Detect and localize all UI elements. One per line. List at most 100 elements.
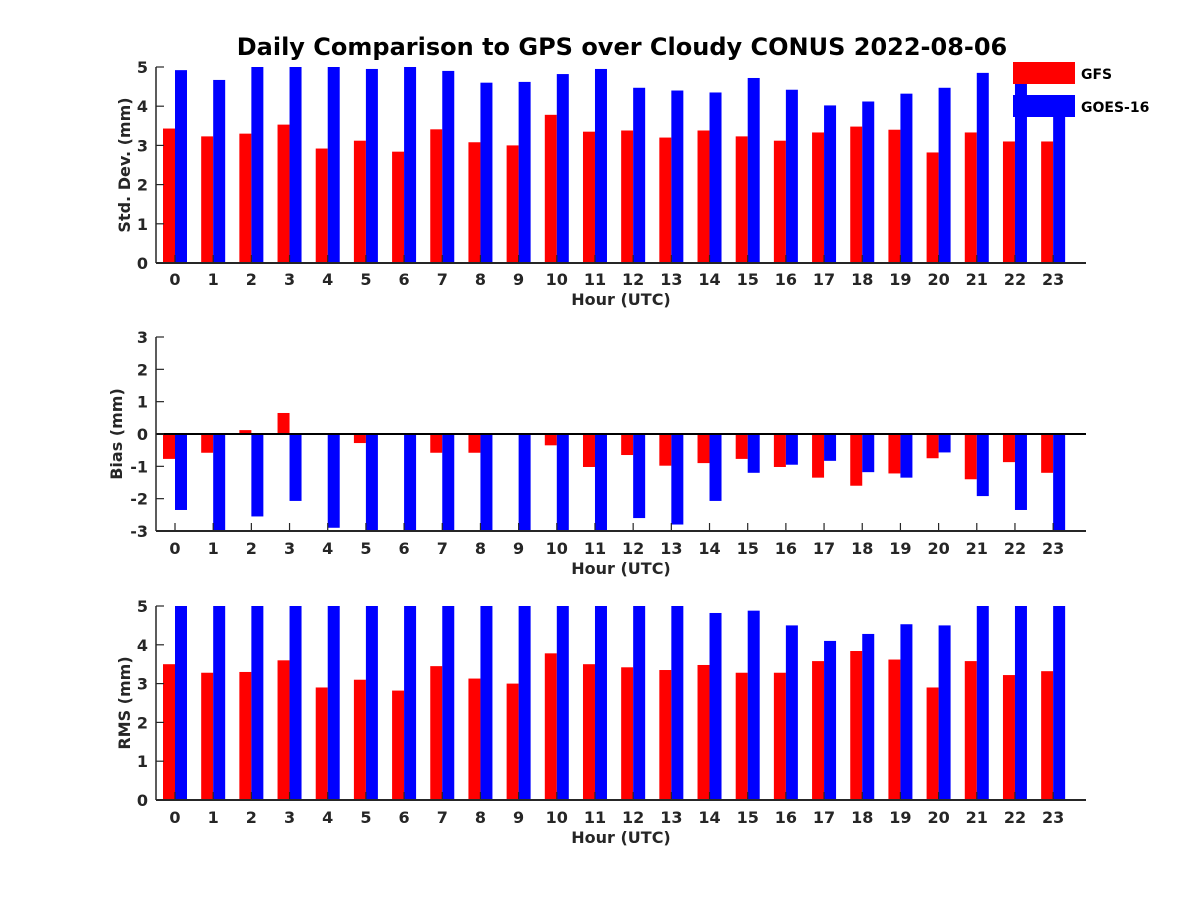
legend: GFS GOES-16 <box>1013 62 1149 117</box>
bar-goes-16-hour-21 <box>976 434 989 497</box>
x-tick-label: 2 <box>246 539 257 558</box>
x-tick-label: 21 <box>966 539 988 558</box>
y-tick-label: 4 <box>137 636 148 655</box>
x-tick-label: 1 <box>208 539 219 558</box>
bar-gfs-hour-19 <box>888 659 901 800</box>
x-tick-label: 11 <box>584 539 606 558</box>
bar-gfs-hour-10 <box>544 653 557 800</box>
bar-goes-16-hour-10 <box>556 606 569 800</box>
bar-goes-16-hour-4 <box>327 606 340 800</box>
bar-gfs-hour-22 <box>1002 675 1015 800</box>
x-tick-label: 20 <box>927 270 949 289</box>
y-axis-label: Bias (mm) <box>107 388 126 480</box>
y-tick-label: 2 <box>137 176 148 195</box>
y-tick-label: 4 <box>137 97 148 116</box>
y-tick-label: 5 <box>137 597 148 616</box>
y-tick-label: -2 <box>130 490 148 509</box>
bar-goes-16-hour-18 <box>862 101 875 263</box>
x-tick-label: 2 <box>246 808 257 827</box>
bar-gfs-hour-9 <box>506 683 519 800</box>
y-tick-label: 0 <box>137 791 148 810</box>
y-tick-label: 2 <box>137 360 148 379</box>
x-tick-label: 0 <box>169 539 180 558</box>
x-tick-label: 2 <box>246 270 257 289</box>
x-tick-label: 16 <box>775 808 797 827</box>
x-tick-label: 18 <box>851 539 873 558</box>
y-axis-label: RMS (mm) <box>115 656 134 749</box>
bar-goes-16-hour-9 <box>518 434 531 531</box>
bar-goes-16-hour-14 <box>709 612 722 800</box>
bar-goes-16-hour-9 <box>518 81 531 264</box>
bar-gfs-hour-22 <box>1002 141 1015 263</box>
bar-gfs-hour-15 <box>735 672 748 800</box>
x-tick-label: 0 <box>169 808 180 827</box>
x-tick-label: 17 <box>813 808 835 827</box>
bar-gfs-hour-16 <box>773 140 786 263</box>
x-tick-label: 7 <box>437 808 448 827</box>
x-tick-label: 7 <box>437 539 448 558</box>
bar-goes-16-hour-1 <box>213 434 226 531</box>
bar-gfs-hour-8 <box>468 678 481 800</box>
bar-goes-16-hour-19 <box>900 93 913 263</box>
bar-goes-16-hour-9 <box>518 606 531 800</box>
bar-goes-16-hour-3 <box>289 67 302 263</box>
bar-goes-16-hour-13 <box>671 90 684 264</box>
bar-goes-16-hour-20 <box>938 434 951 453</box>
bar-goes-16-hour-2 <box>251 606 264 800</box>
legend-label-goes-16: GOES-16 <box>1081 100 1149 116</box>
y-tick-label: 1 <box>137 215 148 234</box>
y-tick-label: 3 <box>137 675 148 694</box>
x-tick-label: 22 <box>1004 808 1026 827</box>
bar-gfs-hour-21 <box>964 132 977 263</box>
bar-goes-16-hour-10 <box>556 434 569 531</box>
bar-gfs-hour-18 <box>850 126 863 263</box>
bar-goes-16-hour-14 <box>709 434 722 501</box>
bar-gfs-hour-17 <box>812 132 825 263</box>
bar-goes-16-hour-7 <box>442 70 455 263</box>
bar-goes-16-hour-6 <box>404 67 417 263</box>
y-tick-label: 0 <box>137 254 148 273</box>
y-tick-label: 0 <box>137 425 148 444</box>
bar-gfs-hour-8 <box>468 434 481 453</box>
bar-gfs-hour-12 <box>621 434 634 456</box>
bar-goes-16-hour-5 <box>365 68 378 264</box>
bar-gfs-hour-22 <box>1002 434 1015 463</box>
bar-goes-16-hour-5 <box>365 606 378 800</box>
x-tick-label: 3 <box>284 539 295 558</box>
y-tick-label: 5 <box>137 58 148 77</box>
x-tick-label: 16 <box>775 539 797 558</box>
bar-goes-16-hour-4 <box>327 67 340 263</box>
x-tick-label: 18 <box>851 270 873 289</box>
bar-goes-16-hour-18 <box>862 633 875 800</box>
y-tick-label: 1 <box>137 752 148 771</box>
bar-goes-16-hour-22 <box>1014 434 1027 510</box>
x-tick-label: 1 <box>208 808 219 827</box>
x-tick-label: 12 <box>622 270 644 289</box>
bar-goes-16-hour-19 <box>900 624 913 800</box>
x-tick-label: 15 <box>737 808 759 827</box>
bar-goes-16-hour-7 <box>442 606 455 800</box>
x-tick-label: 9 <box>513 270 524 289</box>
bar-gfs-hour-10 <box>544 114 557 263</box>
x-axis-label: Hour (UTC) <box>571 290 671 309</box>
bar-gfs-hour-16 <box>773 672 786 800</box>
bar-goes-16-hour-14 <box>709 92 722 263</box>
x-tick-label: 18 <box>851 808 873 827</box>
bar-goes-16-hour-22 <box>1014 74 1027 263</box>
bar-gfs-hour-14 <box>697 434 710 464</box>
bar-goes-16-hour-23 <box>1053 606 1066 800</box>
bar-gfs-hour-12 <box>621 667 634 800</box>
x-tick-label: 10 <box>546 808 568 827</box>
x-tick-label: 12 <box>622 539 644 558</box>
bar-goes-16-hour-6 <box>404 434 417 531</box>
bar-gfs-hour-10 <box>544 434 557 446</box>
y-axis-label: Std. Dev. (mm) <box>115 97 134 232</box>
bar-gfs-hour-0 <box>163 128 175 263</box>
bar-gfs-hour-12 <box>621 130 634 263</box>
x-tick-label: 14 <box>698 270 720 289</box>
x-tick-label: 22 <box>1004 539 1026 558</box>
x-tick-label: 19 <box>889 808 911 827</box>
x-tick-label: 6 <box>399 270 410 289</box>
